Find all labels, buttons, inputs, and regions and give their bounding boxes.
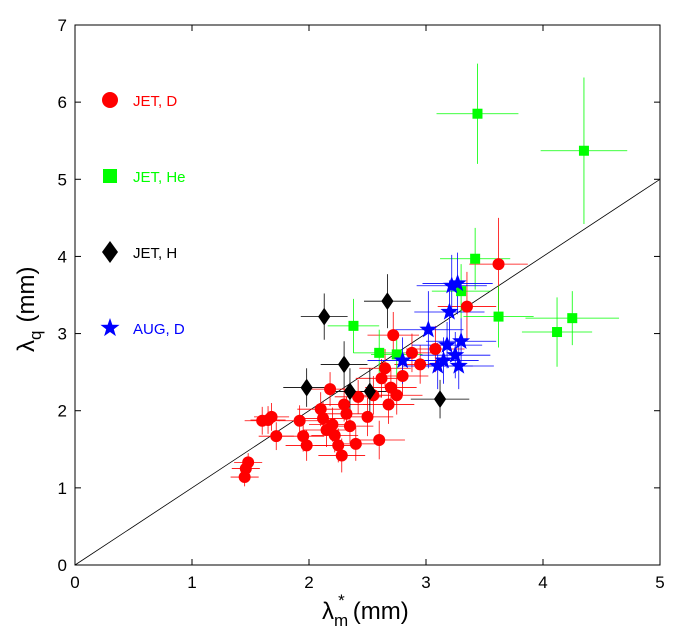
y-tick-label: 6: [58, 93, 67, 112]
data-point: [472, 108, 483, 119]
legend-marker: [103, 169, 117, 183]
data-point: [343, 420, 356, 433]
y-tick-label: 3: [58, 325, 67, 344]
data-point: [396, 370, 409, 382]
data-point: [393, 351, 412, 369]
data-point: [379, 362, 392, 375]
x-axis: 0 1 2 3 4 5: [70, 25, 665, 592]
y-axis: 0 1 2 3 4 5 6 7: [58, 16, 660, 575]
legend-item: JET, H: [102, 241, 177, 263]
data-point: [265, 410, 278, 423]
data-point: [343, 382, 357, 401]
legend-marker: [100, 318, 120, 337]
data-point: [361, 410, 374, 423]
data-point: [460, 300, 473, 313]
data-point: [449, 356, 468, 374]
data-point: [324, 383, 337, 396]
data-point: [293, 414, 306, 427]
data-point: [340, 407, 353, 420]
y-axis-label-subscript: q: [26, 331, 45, 340]
series-circle: [238, 258, 505, 484]
data-point: [446, 345, 465, 363]
y-tick-label: 1: [58, 479, 67, 498]
x-tick-label: 1: [187, 573, 196, 592]
data-point: [337, 355, 351, 374]
x-axis-label: λm* (mm): [322, 591, 409, 630]
legend: JET, D JET, He JET, H AUG, D: [100, 92, 186, 338]
data-point: [326, 418, 339, 431]
data-point: [349, 437, 362, 450]
data-point: [567, 313, 578, 324]
data-point: [270, 430, 283, 443]
data-point: [317, 412, 330, 425]
y-tick-label: 4: [58, 247, 67, 266]
data-point: [300, 378, 313, 397]
x-tick-label: 4: [538, 573, 547, 592]
data-point: [300, 439, 313, 452]
data-point: [438, 335, 457, 353]
data-point: [470, 253, 481, 264]
x-axis-label-subscript: m: [334, 611, 348, 630]
data-point: [348, 320, 359, 331]
plot-content: [74, 63, 661, 566]
data-point: [429, 343, 442, 355]
data-point: [332, 439, 345, 452]
legend-label: JET, H: [133, 245, 177, 262]
series-diamond: [300, 292, 447, 409]
y-axis-label-unit: (mm): [13, 267, 40, 323]
y-tick-label: 5: [58, 170, 67, 189]
legend-item: JET, D: [102, 92, 177, 110]
series-star: [393, 273, 471, 374]
data-point: [374, 347, 385, 358]
data-point: [492, 258, 505, 271]
data-point: [448, 273, 467, 292]
legend-label: JET, D: [133, 93, 177, 110]
y-axis-label-symbol: λ: [13, 340, 40, 352]
data-point: [381, 292, 394, 311]
data-point: [242, 456, 255, 469]
data-point: [578, 145, 589, 156]
y-tick-label: 0: [58, 556, 67, 575]
legend-label: JET, He: [133, 169, 186, 186]
legend-marker: [102, 92, 118, 108]
x-axis-label-symbol: λ: [322, 598, 334, 625]
data-point: [382, 398, 395, 411]
y-tick-label: 2: [58, 402, 67, 421]
data-point: [440, 302, 459, 320]
data-point: [387, 329, 400, 342]
y-axis-label: λq (mm): [13, 267, 45, 352]
data-point: [452, 331, 471, 349]
x-axis-label-superscript: *: [338, 591, 345, 610]
x-tick-label: 5: [655, 573, 664, 592]
data-point: [375, 372, 388, 385]
data-point: [390, 389, 403, 402]
y-tick-label: 7: [58, 16, 67, 35]
data-point: [363, 382, 376, 401]
data-point: [352, 390, 365, 403]
data-point: [493, 311, 504, 322]
legend-item: AUG, D: [100, 318, 185, 338]
x-tick-label: 0: [70, 573, 79, 592]
plot-frame: [74, 24, 661, 566]
data-point: [433, 390, 447, 409]
legend-label: AUG, D: [133, 321, 185, 338]
x-axis-label-unit: (mm): [353, 598, 409, 625]
data-point: [335, 449, 348, 462]
data-point: [414, 358, 427, 371]
data-point: [405, 346, 418, 359]
data-point: [328, 429, 341, 442]
data-point: [419, 320, 438, 338]
data-point: [318, 307, 331, 326]
reference-line: [74, 178, 661, 566]
data-point: [434, 351, 453, 369]
data-point: [373, 434, 386, 447]
legend-item: JET, He: [103, 169, 186, 186]
legend-marker: [102, 241, 118, 263]
series-square: [348, 108, 589, 360]
x-tick-label: 3: [421, 573, 430, 592]
x-tick-label: 2: [304, 573, 313, 592]
data-point: [552, 327, 563, 338]
